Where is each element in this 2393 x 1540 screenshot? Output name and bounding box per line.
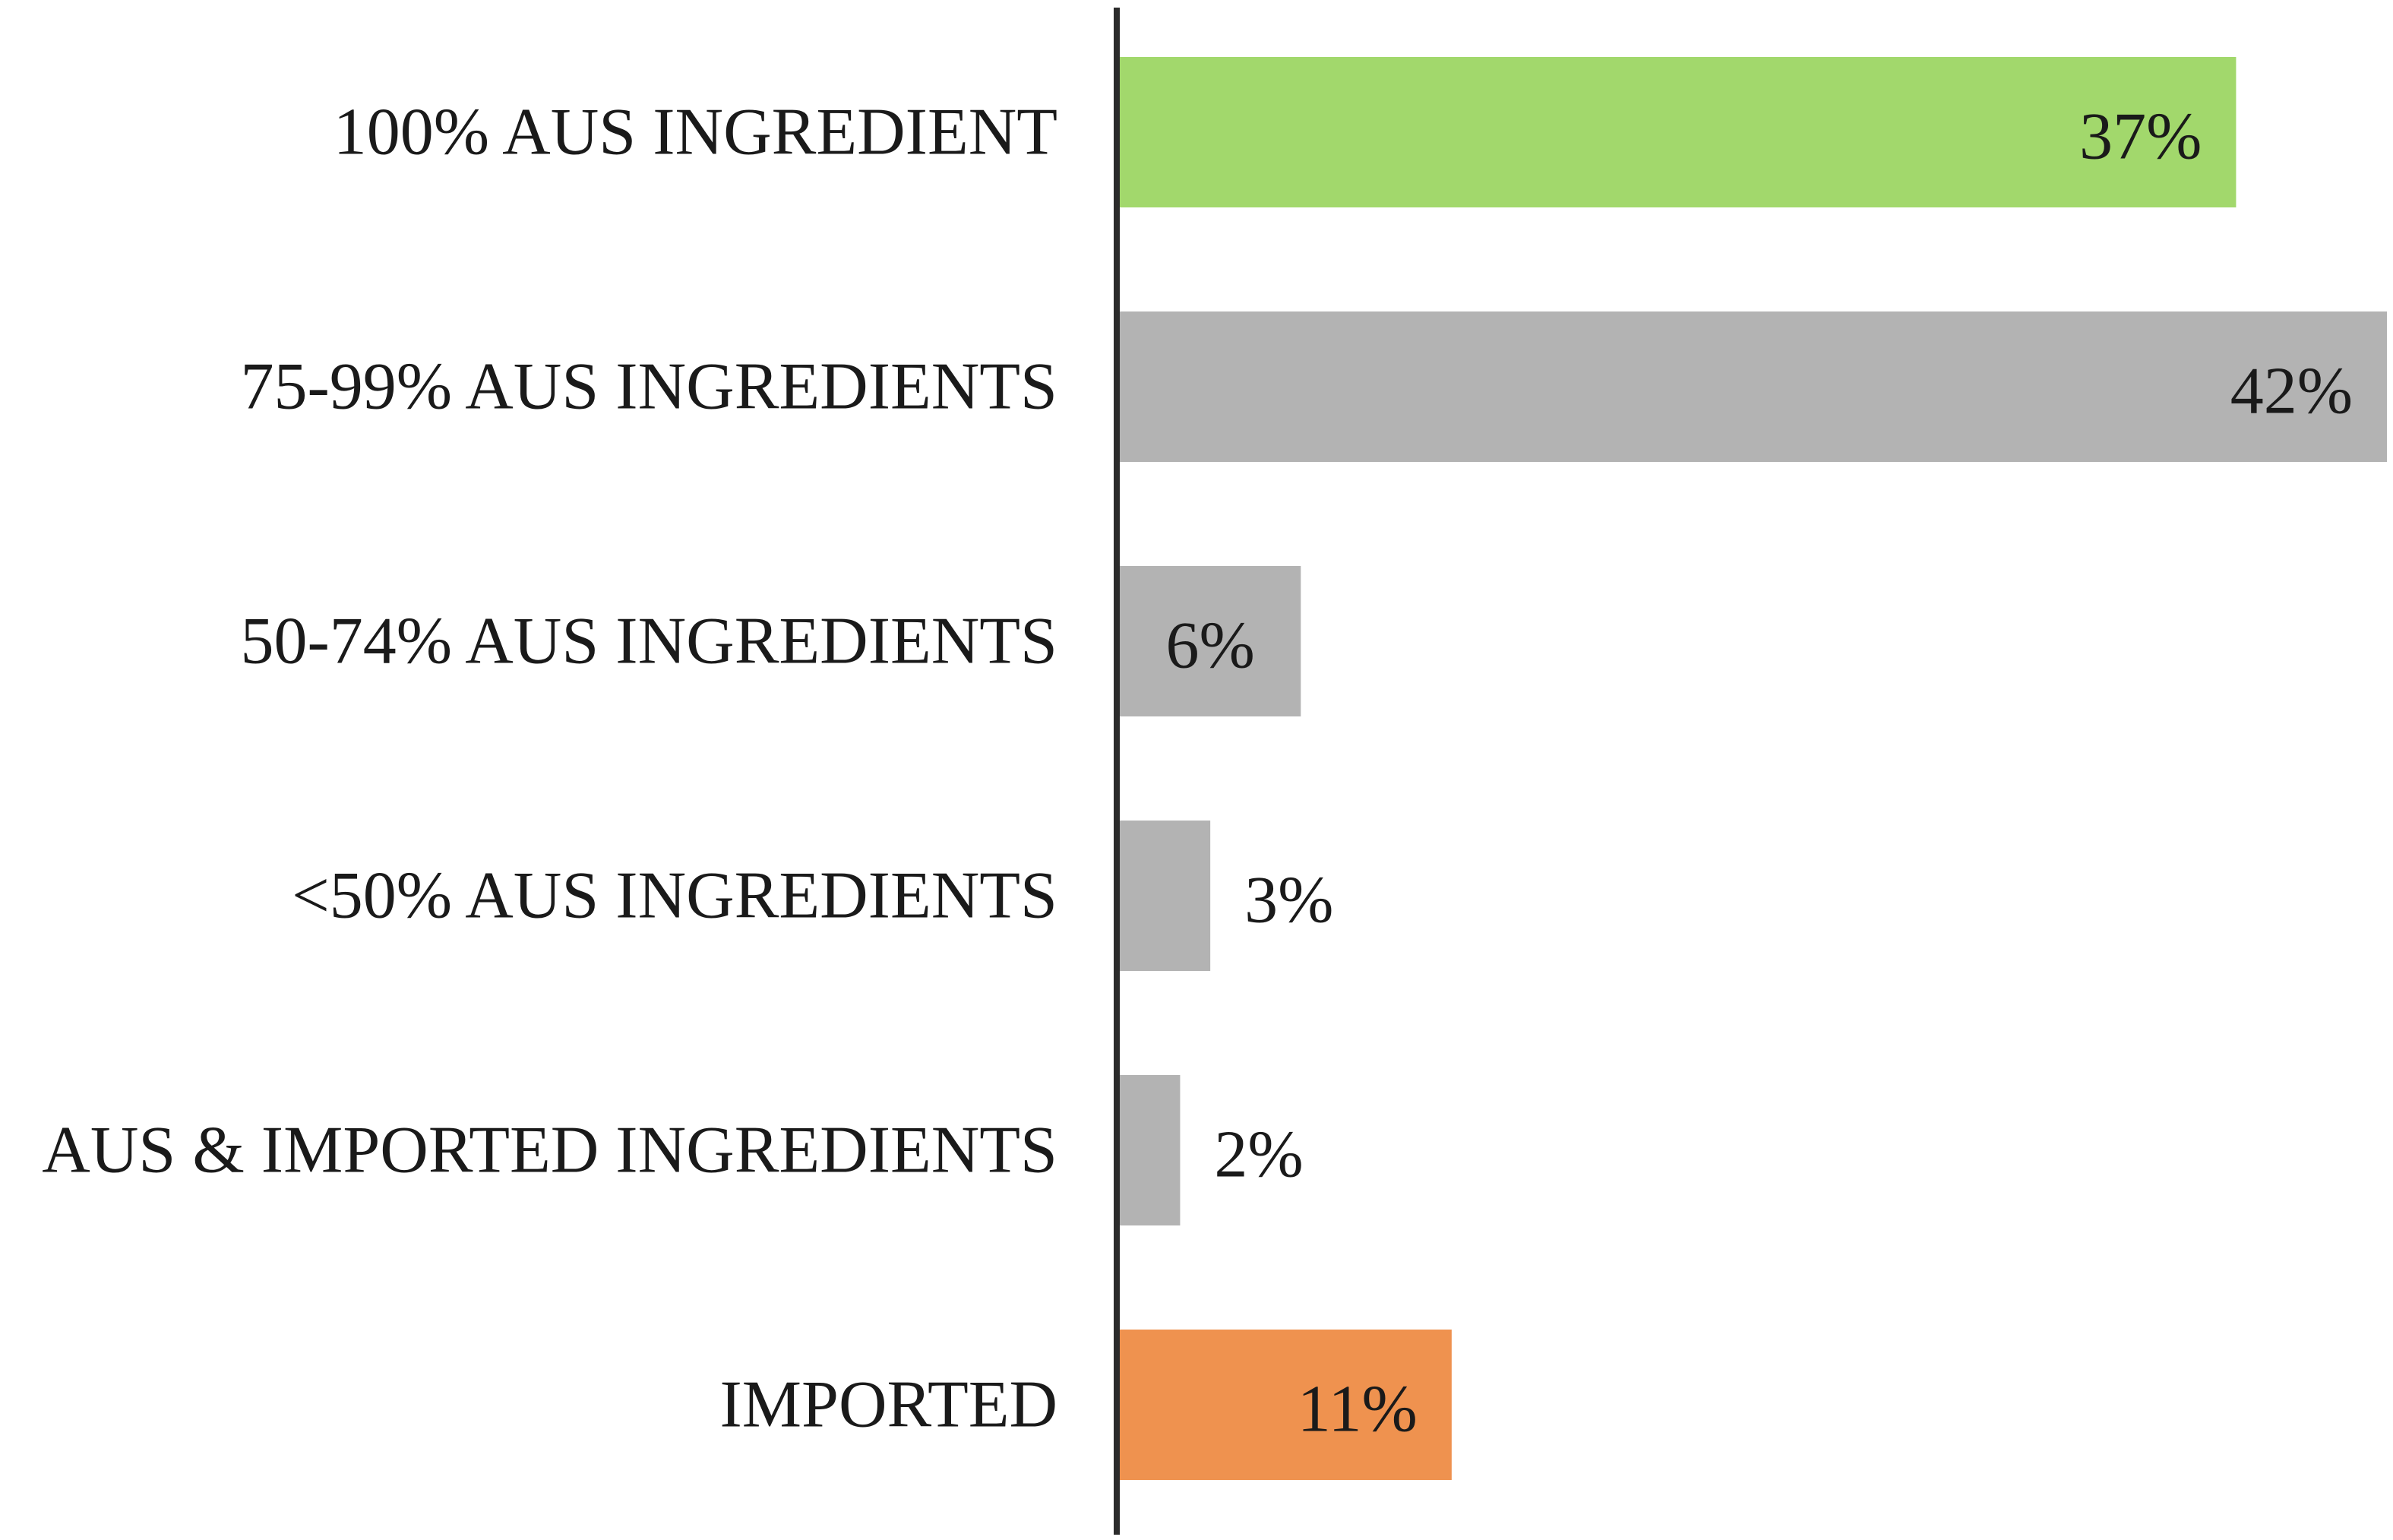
category-label: 50-74% AUS INGREDIENTS [240, 605, 1057, 678]
category-label: IMPORTED [719, 1368, 1057, 1442]
data-label: 37% [2079, 100, 2202, 174]
bars-layer [1120, 57, 2387, 1480]
data-label: 11% [1298, 1373, 1418, 1447]
bar [1120, 57, 2237, 207]
category-labels: 100% AUS INGREDIENT 75-99% AUS INGREDIENT… [42, 96, 1057, 1442]
value-labels: 37% 42% 6% 3% 2% 11% [1165, 100, 2353, 1447]
category-label: <50% AUS INGREDIENTS [292, 859, 1057, 933]
bar [1120, 821, 1211, 971]
bar [1120, 566, 1301, 716]
data-label: 3% [1244, 864, 1333, 938]
category-label: AUS & IMPORTED INGREDIENTS [42, 1114, 1057, 1187]
category-label: 75-99% AUS INGREDIENTS [240, 350, 1057, 424]
bar [1120, 1075, 1181, 1225]
bar [1120, 311, 2387, 462]
data-label: 2% [1214, 1118, 1303, 1192]
data-label: 42% [2230, 355, 2353, 428]
bar [1120, 1330, 1452, 1480]
data-label: 6% [1165, 609, 1254, 683]
category-label: 100% AUS INGREDIENT [334, 96, 1057, 169]
